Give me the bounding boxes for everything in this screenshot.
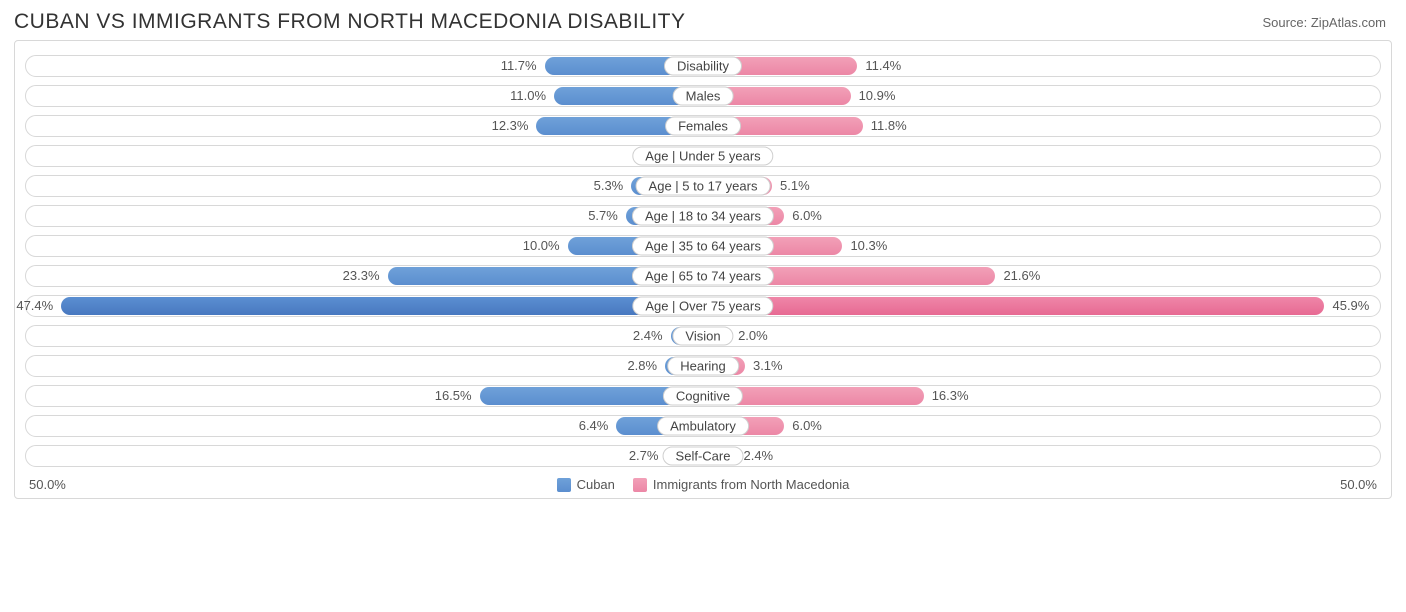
data-row: 6.4% 6.0% Ambulatory [25,415,1381,437]
value-right: 16.3% [932,388,969,403]
data-row: 12.3% 11.8% Females [25,115,1381,137]
bar-right [703,297,1324,315]
data-row: 11.0% 10.9% Males [25,85,1381,107]
chart-footer: 50.0% Cuban Immigrants from North Macedo… [25,475,1381,494]
value-right: 21.6% [1003,268,1040,283]
category-badge: Hearing [667,357,739,376]
value-right: 6.0% [792,418,822,433]
value-right: 45.9% [1332,298,1369,313]
bar-left [61,297,703,315]
value-right: 11.4% [865,58,901,73]
value-right: 2.0% [738,328,768,343]
data-row: 16.5% 16.3% Cognitive [25,385,1381,407]
axis-right-max: 50.0% [1340,477,1377,492]
category-badge: Age | Under 5 years [632,147,773,166]
data-row: 2.7% 2.4%Self-Care [25,445,1381,467]
value-left: 6.4% [579,418,609,433]
value-left: 10.0% [523,238,560,253]
value-right: 6.0% [792,208,822,223]
value-left: 5.3% [594,178,624,193]
category-badge: Age | 35 to 64 years [632,237,774,256]
category-badge: Age | 18 to 34 years [632,207,774,226]
category-badge: Ambulatory [657,417,749,436]
value-right: 5.1% [780,178,810,193]
value-right: 10.3% [850,238,887,253]
value-right: 2.4% [743,448,773,463]
chart-title: CUBAN VS IMMIGRANTS FROM NORTH MACEDONIA… [14,10,686,34]
legend-swatch-right [633,478,647,492]
axis-left-max: 50.0% [29,477,66,492]
value-left: 2.4% [633,328,663,343]
data-row: 1.2%1.3%Age | Under 5 years [25,145,1381,167]
value-left: 23.3% [343,268,380,283]
source-attribution: Source: ZipAtlas.com [1262,15,1386,30]
category-badge: Disability [664,57,742,76]
chart-container: 11.7% 11.4% Disability 11.0% 10.9% Males 12.3%… [14,40,1392,499]
data-row: 5.7% 6.0% Age | 18 to 34 years [25,205,1381,227]
value-left: 2.8% [627,358,657,373]
value-right: 10.9% [859,88,896,103]
value-left: 16.5% [435,388,472,403]
legend-item-left: Cuban [557,477,615,492]
data-row: 2.4% 2.0% Vision [25,325,1381,347]
data-row: 10.0% 10.3% Age | 35 to 64 years [25,235,1381,257]
data-row: 5.3% 5.1% Age | 5 to 17 years [25,175,1381,197]
value-left: 5.7% [588,208,618,223]
data-row: 11.7% 11.4% Disability [25,55,1381,77]
value-right: 3.1% [753,358,783,373]
data-row: 2.8% 3.1% Hearing [25,355,1381,377]
legend-swatch-left [557,478,571,492]
legend: Cuban Immigrants from North Macedonia [557,477,850,492]
category-badge: Self-Care [663,447,744,466]
category-badge: Females [665,117,741,136]
value-left: 11.0% [510,88,546,103]
value-left: 2.7% [629,448,659,463]
value-right: 11.8% [871,118,907,133]
legend-label-right: Immigrants from North Macedonia [653,477,850,492]
category-badge: Age | 65 to 74 years [632,267,774,286]
value-left: 47.4% [16,298,53,313]
category-badge: Age | 5 to 17 years [636,177,771,196]
legend-item-right: Immigrants from North Macedonia [633,477,850,492]
category-badge: Vision [672,327,733,346]
data-row: 23.3% 21.6% Age | 65 to 74 years [25,265,1381,287]
category-badge: Age | Over 75 years [632,297,773,316]
value-left: 11.7% [501,58,537,73]
legend-label-left: Cuban [577,477,615,492]
value-left: 12.3% [492,118,529,133]
rows-host: 11.7% 11.4% Disability 11.0% 10.9% Males 12.3%… [25,55,1381,467]
data-row: 47.4%45.9%Age | Over 75 years [25,295,1381,317]
category-badge: Males [673,87,734,106]
category-badge: Cognitive [663,387,743,406]
